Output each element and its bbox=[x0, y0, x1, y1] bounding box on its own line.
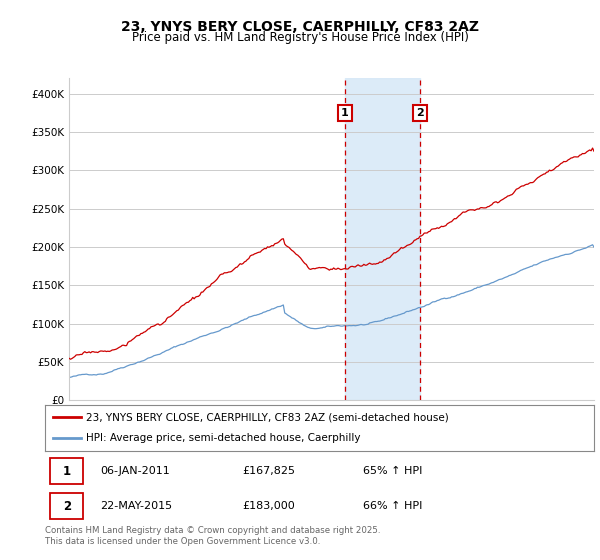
Text: 2: 2 bbox=[416, 108, 424, 118]
Text: £167,825: £167,825 bbox=[242, 466, 296, 476]
Text: 66% ↑ HPI: 66% ↑ HPI bbox=[364, 501, 423, 511]
Text: 2: 2 bbox=[63, 500, 71, 512]
Text: Price paid vs. HM Land Registry's House Price Index (HPI): Price paid vs. HM Land Registry's House … bbox=[131, 31, 469, 44]
Text: 23, YNYS BERY CLOSE, CAERPHILLY, CF83 2AZ (semi-detached house): 23, YNYS BERY CLOSE, CAERPHILLY, CF83 2A… bbox=[86, 412, 449, 422]
Text: 1: 1 bbox=[341, 108, 349, 118]
Text: £183,000: £183,000 bbox=[242, 501, 295, 511]
Text: 06-JAN-2011: 06-JAN-2011 bbox=[100, 466, 170, 476]
Text: 22-MAY-2015: 22-MAY-2015 bbox=[100, 501, 172, 511]
Text: 65% ↑ HPI: 65% ↑ HPI bbox=[364, 466, 423, 476]
FancyBboxPatch shape bbox=[50, 458, 83, 484]
Text: Contains HM Land Registry data © Crown copyright and database right 2025.
This d: Contains HM Land Registry data © Crown c… bbox=[45, 526, 380, 546]
Text: 23, YNYS BERY CLOSE, CAERPHILLY, CF83 2AZ: 23, YNYS BERY CLOSE, CAERPHILLY, CF83 2A… bbox=[121, 20, 479, 34]
FancyBboxPatch shape bbox=[50, 493, 83, 520]
Bar bbox=[345, 78, 420, 400]
Text: 1: 1 bbox=[63, 465, 71, 478]
Text: HPI: Average price, semi-detached house, Caerphilly: HPI: Average price, semi-detached house,… bbox=[86, 433, 361, 444]
